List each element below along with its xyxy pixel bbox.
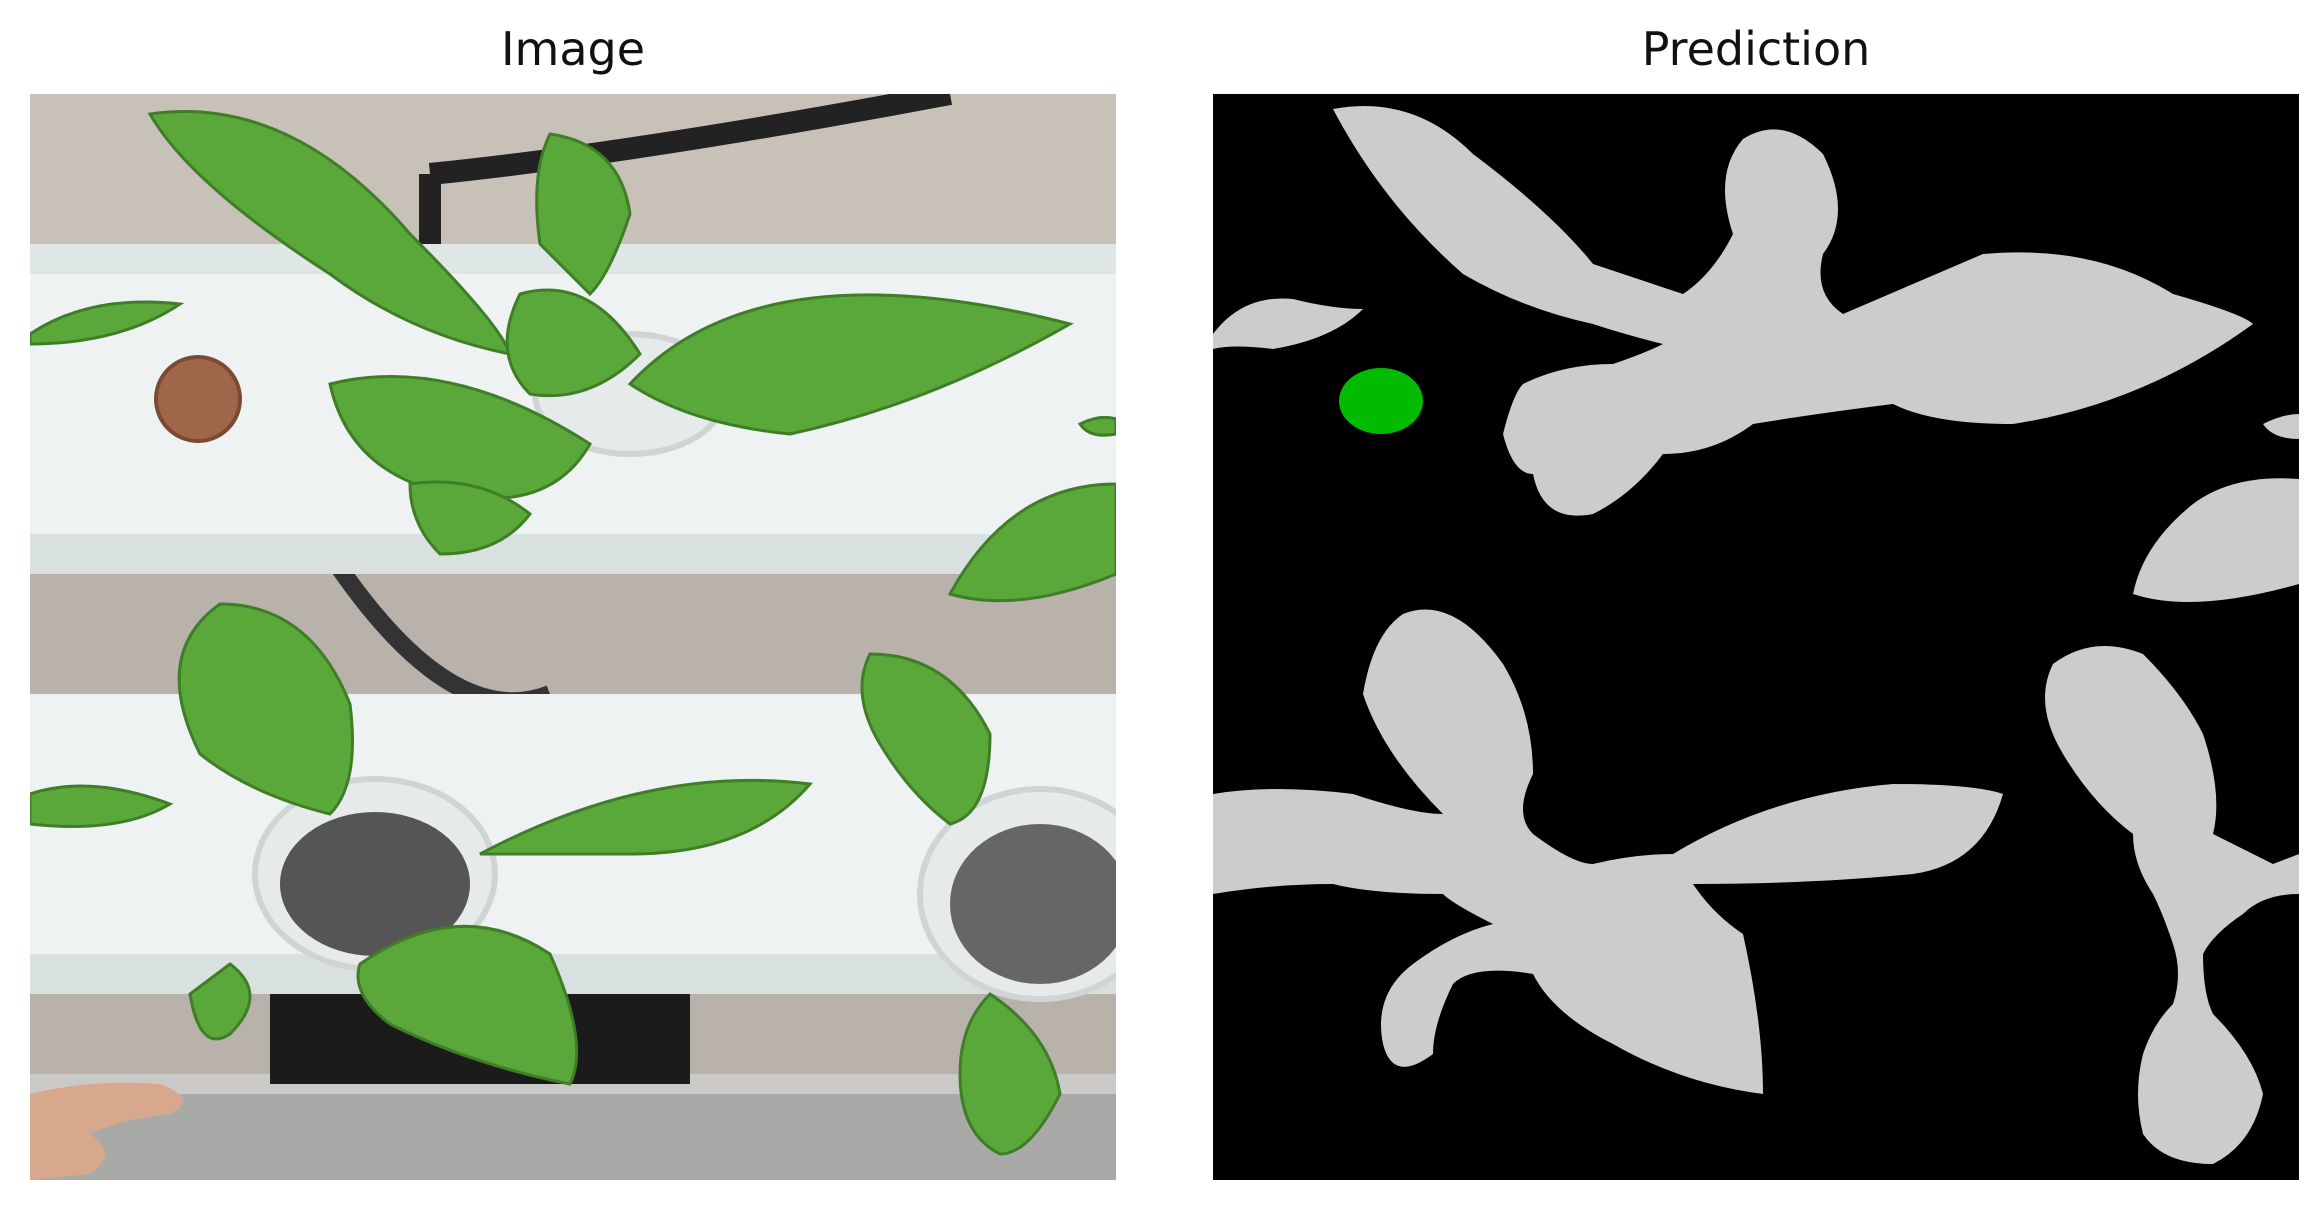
plant-photo — [30, 94, 1116, 1180]
plant-photo-drawing — [30, 94, 1116, 1180]
coin-mask — [1339, 368, 1423, 434]
top-plant — [30, 110, 1116, 603]
leaf-mask-regions — [1213, 106, 2299, 1164]
image-panel-title: Image — [500, 22, 646, 76]
prediction-mask-drawing — [1213, 94, 2299, 1180]
prediction-mask — [1213, 94, 2299, 1180]
prediction-panel-title: Prediction — [1641, 22, 1871, 76]
coin — [154, 355, 242, 443]
hand — [30, 1082, 183, 1180]
bottom-plant — [30, 602, 1062, 1156]
hose — [428, 94, 953, 185]
